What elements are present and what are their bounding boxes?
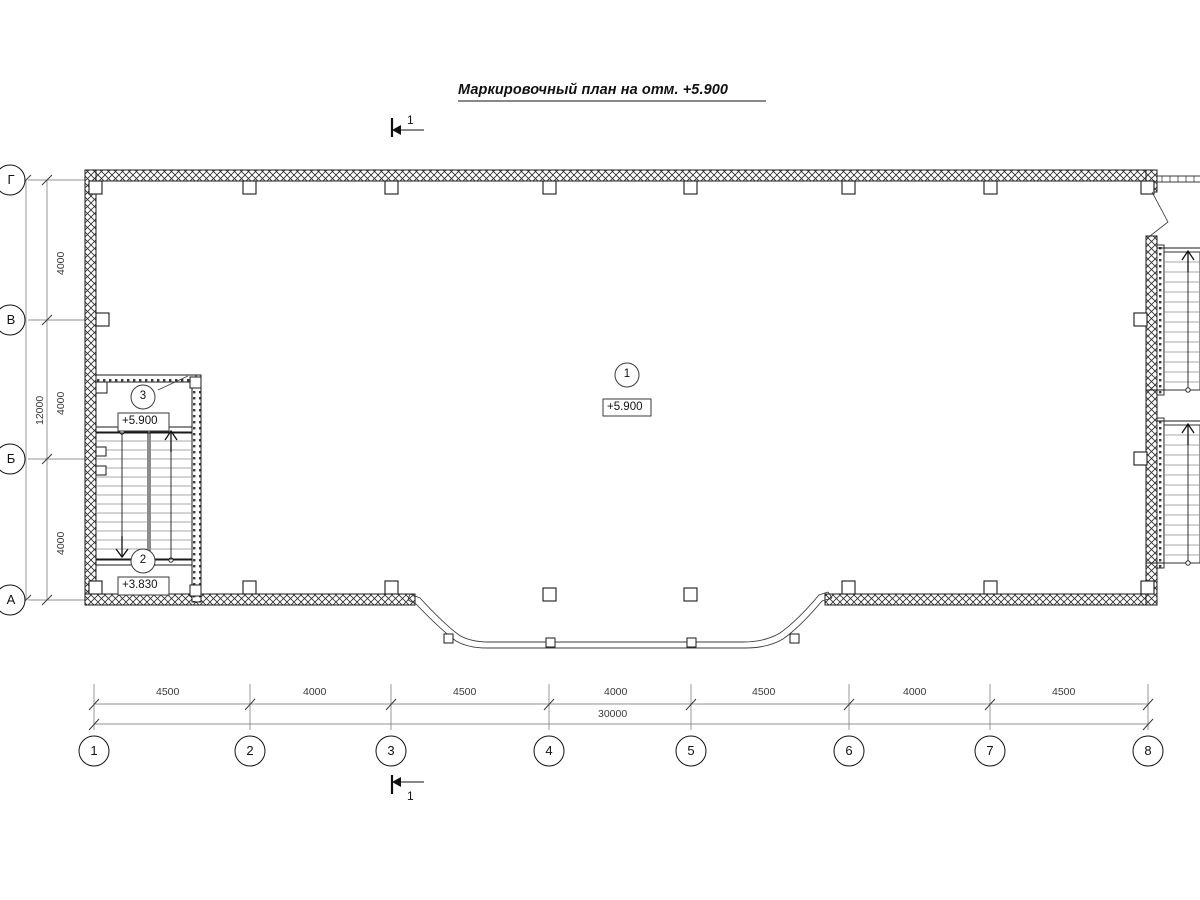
- axis-label-vertical-a[interactable]: А: [6, 592, 16, 607]
- vertical-dim-g-v: 4000: [55, 251, 67, 275]
- horizontal-dim-total: 30000: [598, 708, 628, 720]
- stair-flight-left-up: [149, 429, 193, 563]
- bottom-dimension-chain: [88, 698, 1154, 731]
- horizontal-dim-3-4: 4500: [453, 686, 477, 698]
- stair-flight-left-down: [95, 429, 149, 561]
- elevation-tag-room-2: +3.830: [122, 579, 158, 591]
- axis-label-vertical-b[interactable]: Б: [6, 451, 16, 466]
- stair-flight-right-upper: [1163, 249, 1200, 393]
- stair-core-right-connectors: [1146, 247, 1200, 564]
- section-mark-top: [390, 118, 424, 137]
- columns-right-row: [1133, 312, 1148, 466]
- room-number-3[interactable]: 3: [139, 390, 147, 402]
- wall-openings-left: [95, 446, 107, 476]
- room-bubbles: [130, 362, 640, 574]
- axis-label-8[interactable]: 8: [1144, 743, 1152, 758]
- axis-bubbles-vertical: [0, 164, 26, 616]
- bottom-bay-projection: [407, 591, 833, 649]
- axis-label-vertical-v[interactable]: В: [6, 312, 16, 327]
- axis-label-4[interactable]: 4: [545, 743, 553, 758]
- axis-label-vertical-g[interactable]: Г: [7, 172, 15, 187]
- bottom-grid-extension-lines: [93, 684, 1149, 730]
- columns-bay-row: [443, 633, 800, 648]
- room-number-2[interactable]: 2: [139, 554, 147, 566]
- axis-label-1[interactable]: 1: [90, 743, 98, 758]
- axis-label-2[interactable]: 2: [246, 743, 254, 758]
- leader-line-right: [1149, 191, 1169, 237]
- room-number-1[interactable]: 1: [623, 368, 631, 380]
- vertical-dim-total: 12000: [34, 395, 46, 425]
- vertical-dimension-chain: [20, 174, 53, 606]
- elevation-tag-room-3: +5.900: [122, 415, 158, 427]
- axis-bubbles-horizontal: [78, 735, 1164, 767]
- horizontal-dim-5-6: 4500: [752, 686, 776, 698]
- vertical-dim-v-b: 4000: [55, 391, 67, 415]
- stair-core-left: [95, 374, 202, 603]
- vertical-grid-extension-lines: [28, 179, 95, 601]
- columns-top-row: [88, 180, 1155, 195]
- axis-label-5[interactable]: 5: [687, 743, 695, 758]
- axis-label-7[interactable]: 7: [986, 743, 994, 758]
- vertical-dim-b-a: 4000: [55, 531, 67, 555]
- horizontal-dim-6-7: 4000: [903, 686, 927, 698]
- roof-edge-top-right: [1157, 175, 1200, 183]
- section-mark-top-label: 1: [407, 113, 414, 127]
- columns-bottom-row: [88, 580, 1155, 602]
- horizontal-dim-2-3: 4000: [303, 686, 327, 698]
- elevation-boxes: [117, 398, 652, 596]
- elevation-tag-room-1: +5.900: [607, 401, 643, 413]
- horizontal-dim-7-8: 4500: [1052, 686, 1076, 698]
- section-mark-bottom: [390, 775, 424, 794]
- axis-label-6[interactable]: 6: [845, 743, 853, 758]
- horizontal-dim-1-2: 4500: [156, 686, 180, 698]
- section-mark-bottom-label: 1: [407, 789, 414, 803]
- leader-line-room3: [157, 375, 189, 391]
- axis-label-3[interactable]: 3: [387, 743, 395, 758]
- page-title: Маркировочный план на отм. +5.900: [458, 82, 729, 98]
- stair-flight-right-lower: [1163, 422, 1200, 566]
- horizontal-dim-4-5: 4000: [604, 686, 628, 698]
